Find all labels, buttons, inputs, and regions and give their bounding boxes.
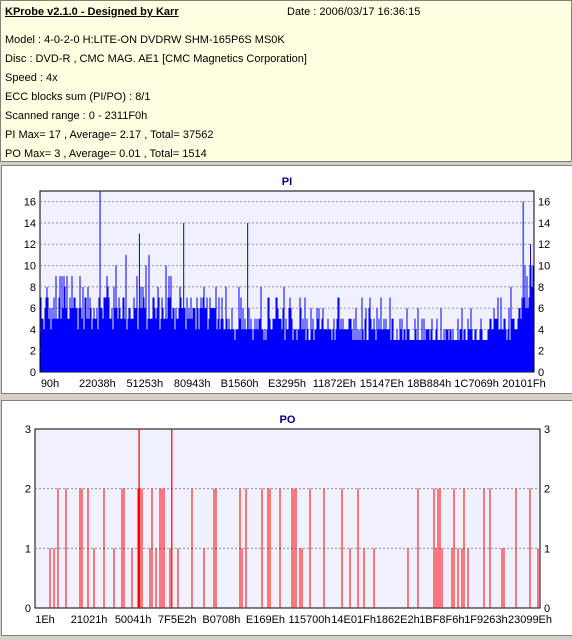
x-tick-label: 90h [41, 378, 59, 390]
y-tick-label-right: 0 [538, 367, 544, 379]
x-tick-label: 50041h [115, 614, 152, 626]
y-tick-label-left: 14 [24, 218, 36, 230]
x-tick-label: 22038h [79, 378, 116, 390]
x-tick-label: 23099Eh [508, 614, 552, 626]
x-tick-label: 51253h [126, 378, 163, 390]
y-tick-label-left: 0 [30, 367, 36, 379]
speed-info: Speed : 4x [5, 72, 58, 84]
po-summary: PO Max= 3 , Average= 0.01 , Total= 1514 [5, 148, 207, 160]
disc-info: Disc : DVD-R , CMC MAG. AE1 [CMC Magneti… [5, 53, 307, 65]
y-tick-label-right: 16 [538, 197, 550, 209]
y-tick-label-right: 0 [544, 603, 550, 615]
x-tick-label: 18B884h [407, 378, 451, 390]
po-bars [49, 488, 539, 608]
pi-summary: PI Max= 17 , Average= 2.17 , Total= 3756… [5, 129, 214, 141]
y-tick-label-left: 1 [25, 543, 31, 555]
y-tick-label-left: 12 [24, 239, 36, 251]
ecc-info: ECC blocks sum (PI/PO) : 8/1 [5, 91, 151, 103]
x-tick-label: E169Eh [246, 614, 285, 626]
y-tick-label-right: 6 [538, 303, 544, 315]
y-tick-label-right: 1 [544, 543, 550, 555]
y-tick-label-right: 2 [544, 484, 550, 496]
y-tick-label-right: 10 [538, 261, 550, 273]
x-tick-label: 1Eh [35, 614, 55, 626]
info-panel: KProbe v2.1.0 - Designed by Karr Date : … [0, 0, 572, 162]
x-tick-label: B0708h [202, 614, 240, 626]
y-tick-label-left: 4 [30, 324, 36, 336]
x-tick-label: 1F9263h [464, 614, 507, 626]
x-tick-label: 11872Eh [313, 378, 356, 390]
x-tick-label: 14E01Fh [331, 614, 376, 626]
range-info: Scanned range : 0 - 2311F0h [5, 110, 148, 122]
y-tick-label-left: 8 [30, 282, 36, 294]
y-tick-label-right: 8 [538, 282, 544, 294]
x-tick-label: B1560h [221, 378, 259, 390]
y-tick-label-right: 12 [538, 239, 550, 251]
chart-title: PO [280, 414, 296, 426]
x-tick-label: 1862E2h [376, 614, 420, 626]
x-tick-label: 80943h [174, 378, 211, 390]
y-tick-label-left: 16 [24, 197, 36, 209]
x-tick-label: 1C7069h [454, 378, 499, 390]
y-tick-label-left: 10 [24, 261, 36, 273]
x-tick-label: 15147Eh [360, 378, 404, 390]
pi-chart: PI 0 0 2 2 4 4 6 6 8 8 10 10 12 12 14 14 16 16 90h 22038h 512… [24, 176, 551, 390]
x-tick-label: 115700h [289, 614, 331, 626]
chart-title: PI [282, 176, 292, 188]
app-title: KProbe v2.1.0 - Designed by Karr [5, 6, 179, 18]
po-chart: PO 0 0 1 1 2 2 3 3 1Eh 21021h 50041h 7F5E2h B0708h E16… [25, 414, 552, 626]
po-chart-panel: PO 0 0 1 1 2 2 3 3 1Eh 21021h 50041h 7F5E2h B0708h E16… [1, 400, 572, 636]
x-tick-label: E3295h [268, 378, 306, 390]
y-tick-label-right: 2 [538, 346, 544, 358]
y-tick-label-left: 0 [25, 603, 31, 615]
y-tick-label-left: 6 [30, 303, 36, 315]
x-tick-label: 21021h [71, 614, 108, 626]
y-tick-label-right: 14 [538, 218, 550, 230]
y-tick-label-left: 2 [25, 484, 31, 496]
y-tick-label-left: 2 [30, 346, 36, 358]
y-tick-label-left: 3 [25, 424, 31, 436]
scan-date: Date : 2006/03/17 16:36:15 [287, 6, 421, 18]
x-tick-label: 7F5E2h [158, 614, 197, 626]
x-tick-label: 20101Fh [502, 378, 545, 390]
pi-chart-panel: PI 0 0 2 2 4 4 6 6 8 8 10 10 12 12 14 14 16 16 90h 22038h 512… [1, 165, 572, 394]
x-tick-label: 1BF8F6h [419, 614, 464, 626]
y-tick-label-right: 3 [544, 424, 550, 436]
y-tick-label-right: 4 [538, 324, 544, 336]
drive-model: Model : 4-0-2-0 H:LITE-ON DVDRW SHM-165P… [5, 34, 285, 46]
plot-area [34, 428, 541, 609]
